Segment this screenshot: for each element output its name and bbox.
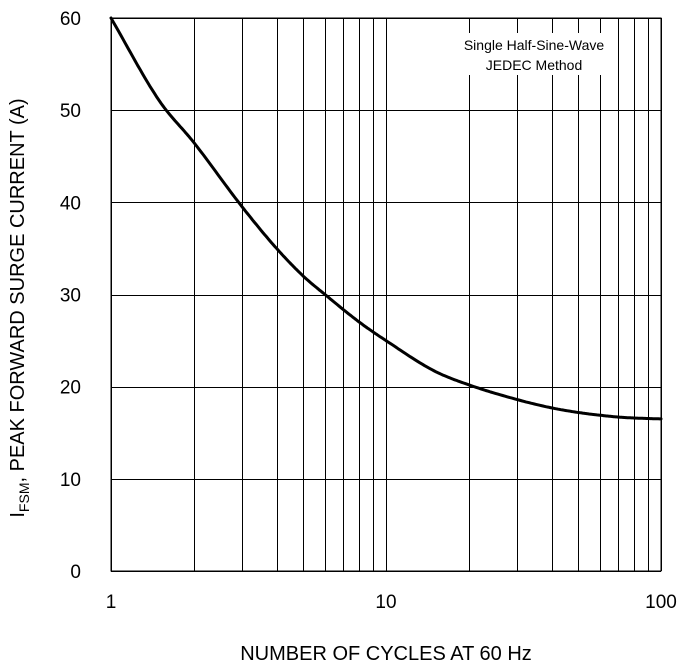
y-tick-label: 40 [60, 193, 81, 214]
y-tick-label: 30 [60, 286, 81, 307]
annotation-background [448, 33, 612, 75]
y-axis-label: IFSM, PEAK FORWARD SURGE CURRENT (A) [7, 98, 32, 517]
y-axis-label-symbol: I [7, 512, 29, 518]
y-tick-label: 50 [60, 101, 81, 122]
annotation-line-1: Single Half-Sine-Wave [464, 37, 605, 53]
plot-frame [110, 17, 662, 572]
y-axis-label-text: , PEAK FORWARD SURGE CURRENT (A) [7, 98, 29, 482]
x-tick-label: 100 [645, 592, 677, 613]
y-tick-label: 20 [60, 378, 81, 399]
x-axis-label: NUMBER OF CYCLES AT 60 Hz [240, 643, 532, 665]
annotation-box: Single Half-Sine-Wave JEDEC Method [448, 33, 612, 75]
surge-current-curve [109, 16, 663, 421]
annotation-line-2: JEDEC Method [486, 57, 582, 73]
x-tick-label: 10 [375, 592, 396, 613]
y-tick-label: 60 [60, 9, 81, 30]
tick-labels: 0 10 20 30 40 50 60 1 10 100 [60, 9, 677, 613]
y-tick-label: 10 [60, 470, 81, 491]
x-tick-label: 1 [106, 592, 117, 613]
grid [111, 18, 662, 572]
y-tick-label: 0 [70, 562, 81, 583]
y-axis-label-subscript: FSM [16, 483, 32, 513]
